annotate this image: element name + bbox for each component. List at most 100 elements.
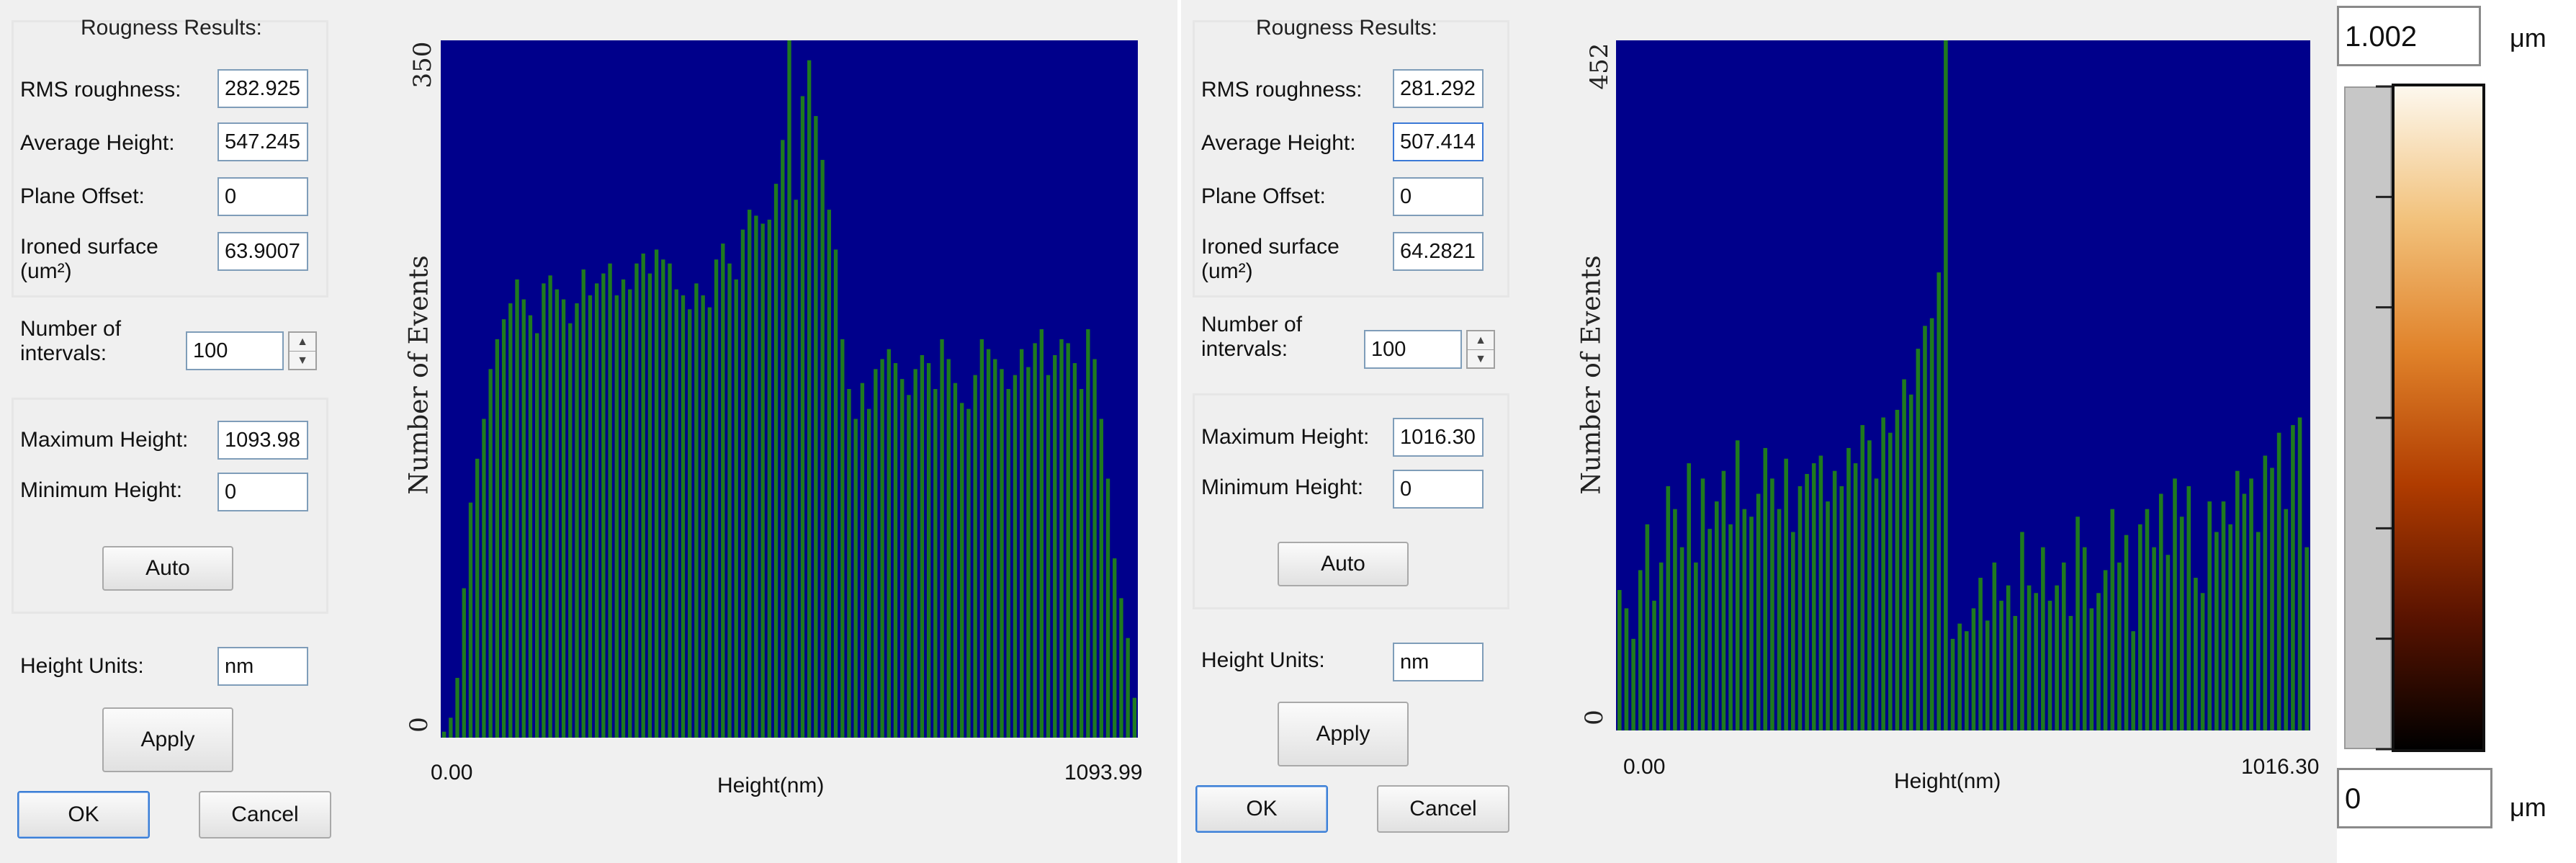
histogram-bar [2131, 631, 2135, 730]
rms-value-field[interactable]: 282.925 [217, 69, 308, 108]
histogram-bar [455, 678, 459, 738]
histogram-bar [1126, 638, 1130, 738]
histogram-bar [1957, 623, 1962, 730]
min-height-field[interactable]: 0 [217, 473, 308, 511]
histogram-bar [2110, 509, 2115, 730]
height-units-field[interactable]: nm [1393, 643, 1484, 681]
histogram-bar [2256, 532, 2261, 730]
min-height-field[interactable]: 0 [1393, 470, 1484, 509]
y-tick-label-zero: 0 [1580, 710, 1609, 725]
auto-button[interactable]: Auto [1278, 542, 1409, 586]
histogram-bar [1099, 419, 1103, 738]
histogram-bar [641, 253, 645, 738]
histogram-bar [2291, 425, 2295, 730]
rms-value-field[interactable]: 281.292 [1393, 69, 1484, 108]
max-height-label: Maximum Height: [20, 428, 189, 452]
avg-height-field[interactable]: 507.414 [1393, 122, 1484, 161]
histogram-bar [555, 289, 560, 738]
histogram-bar [1992, 562, 1997, 730]
histogram-bar [2089, 608, 2094, 730]
histogram-bar [588, 295, 593, 738]
histogram-bar [1818, 455, 1823, 730]
plane-offset-label: Plane Offset: [20, 184, 145, 208]
histogram-bar [2228, 524, 2232, 730]
histogram-bar [561, 299, 566, 738]
scale-min-field[interactable]: 0 [2337, 768, 2492, 828]
spin-down-icon[interactable]: ▼ [1468, 349, 1494, 368]
ironed-surface-field[interactable]: 64.2821 [1393, 232, 1484, 271]
histogram-bar [2075, 517, 2080, 730]
max-height-field[interactable]: 1016.30 [1393, 418, 1484, 457]
max-height-label: Maximum Height: [1201, 425, 1370, 449]
histogram-bar [1638, 570, 1643, 730]
avg-height-field[interactable]: 547.245 [217, 122, 308, 161]
min-height-label: Minimum Height: [1201, 475, 1364, 499]
histogram-bar [1978, 578, 1983, 730]
apply-button[interactable]: Apply [102, 707, 233, 772]
histogram-bar [1673, 509, 1677, 730]
histogram-bar [681, 295, 686, 738]
x-axis-label: Height(nm) [1894, 769, 2001, 793]
histogram-bar [1728, 524, 1733, 730]
histogram-bar [1707, 529, 1712, 730]
auto-button[interactable]: Auto [102, 546, 233, 591]
histogram-bar [2186, 486, 2191, 730]
histogram-bar [893, 363, 898, 738]
ironed-surface-field[interactable]: 63.9007 [217, 232, 308, 271]
histogram-bar [2214, 532, 2219, 730]
plane-offset-field[interactable]: 0 [1393, 177, 1484, 216]
histogram-bars [1617, 40, 2309, 731]
histogram-bar [2242, 493, 2247, 730]
histogram-bar [1916, 349, 1921, 730]
histogram-bar [542, 283, 546, 738]
histogram-bar [1832, 470, 1837, 730]
apply-button[interactable]: Apply [1278, 702, 1409, 766]
max-height-field[interactable]: 1093.98 [217, 421, 308, 460]
histogram-bar [688, 309, 692, 738]
histogram-bar [2027, 585, 2032, 730]
height-units-field[interactable]: nm [217, 647, 308, 686]
histogram-bar [594, 283, 599, 738]
histogram-bar [1694, 562, 1698, 730]
histogram-bar [2041, 547, 2045, 730]
histogram-bar [501, 319, 506, 738]
histogram-bar [2103, 570, 2108, 730]
histogram-bar [462, 588, 466, 738]
ok-button[interactable]: OK [1195, 785, 1328, 833]
histogram-bar [1721, 470, 1726, 730]
cancel-button[interactable]: Cancel [1377, 785, 1509, 833]
histogram-bar [2305, 547, 2309, 730]
histogram-bar [1770, 478, 1774, 730]
histogram-bar [1617, 590, 1622, 730]
histogram-bar [1826, 501, 1830, 730]
rms-label: RMS roughness: [1201, 78, 1363, 102]
histogram-bar [1059, 339, 1064, 738]
cancel-button[interactable]: Cancel [199, 791, 331, 839]
histogram-bar [1950, 638, 1955, 730]
histogram-bar [966, 408, 971, 738]
y-tick-label-zero: 0 [405, 717, 434, 733]
spin-up-icon[interactable]: ▲ [1475, 334, 1486, 346]
ok-button[interactable]: OK [17, 791, 150, 839]
histogram-bar [1971, 608, 1976, 730]
histogram-bar [1791, 532, 1795, 730]
intervals-spinner[interactable]: ▲ ▼ [288, 331, 317, 370]
intervals-field[interactable]: 100 [186, 331, 284, 370]
x-tick-label-min: 0.00 [431, 761, 473, 784]
histogram-bar [1066, 343, 1070, 738]
histogram-bar [2179, 517, 2184, 730]
histogram-bar [740, 229, 745, 738]
histogram-bar [2047, 600, 2052, 730]
histogram-bar [661, 259, 665, 738]
histogram-bar [1700, 478, 1705, 730]
histogram-bar [2166, 555, 2171, 730]
plane-offset-field[interactable]: 0 [217, 177, 308, 216]
spin-up-icon[interactable]: ▲ [297, 336, 308, 348]
intervals-spinner[interactable]: ▲ ▼ [1466, 330, 1495, 369]
histogram-bar [1132, 697, 1137, 738]
histogram-bar [913, 369, 917, 738]
histogram-bar [1092, 359, 1097, 738]
intervals-field[interactable]: 100 [1364, 330, 1462, 369]
scale-max-field[interactable]: 1.002 [2337, 6, 2481, 66]
spin-down-icon[interactable]: ▼ [290, 351, 315, 370]
